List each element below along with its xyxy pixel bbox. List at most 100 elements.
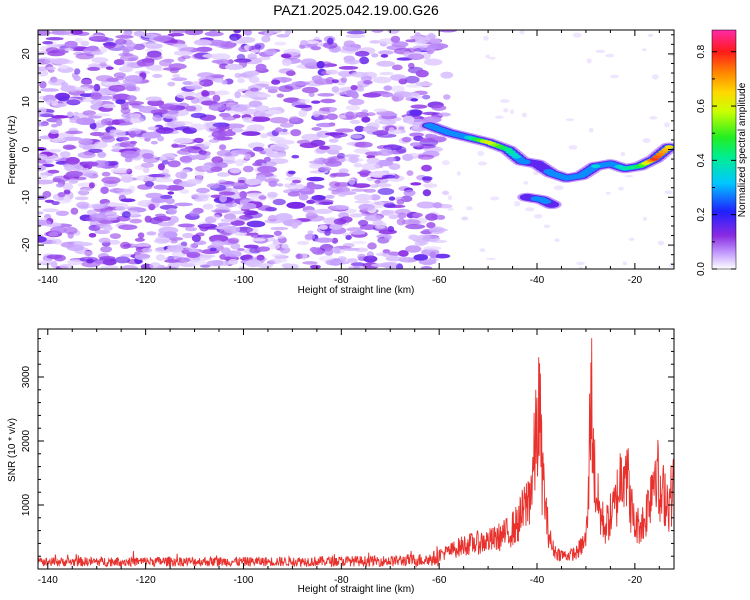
heatmap-cell bbox=[257, 93, 271, 98]
heatmap-cell bbox=[371, 30, 384, 33]
heatmap-cell bbox=[265, 109, 282, 115]
heatmap-cell bbox=[276, 34, 290, 38]
heatmap-cell bbox=[42, 191, 52, 198]
heatmap-cell bbox=[281, 243, 289, 249]
heatmap-cell bbox=[46, 43, 56, 49]
heatmap-cell bbox=[263, 156, 271, 162]
heatmap-cell bbox=[227, 237, 240, 244]
heatmap-cell bbox=[642, 138, 651, 144]
heatmap-cell bbox=[380, 112, 398, 117]
heatmap-cell bbox=[500, 99, 510, 103]
heatmap-cell bbox=[441, 160, 450, 166]
heatmap-cell bbox=[128, 117, 145, 124]
heatmap-cell bbox=[228, 258, 239, 265]
heatmap-cell bbox=[177, 223, 195, 228]
heatmap-cell bbox=[372, 76, 392, 84]
heatmap-cell bbox=[272, 198, 286, 206]
heatmap-cell bbox=[63, 226, 78, 235]
heatmap-cell bbox=[182, 81, 193, 86]
y-tick-label: 20 bbox=[21, 48, 32, 60]
heatmap-cell bbox=[126, 168, 133, 175]
heatmap-cell bbox=[180, 172, 188, 180]
heatmap-cell bbox=[281, 53, 292, 59]
heatmap-cell bbox=[73, 111, 80, 116]
heatmap-cell bbox=[350, 134, 363, 139]
heatmap-cell bbox=[622, 261, 628, 266]
heatmap-cell bbox=[210, 166, 223, 172]
heatmap-cell bbox=[213, 136, 230, 141]
heatmap-cell bbox=[231, 182, 250, 188]
heatmap-cell bbox=[348, 98, 365, 106]
heatmap-cell bbox=[362, 92, 382, 98]
heatmap-cell bbox=[278, 131, 290, 135]
heatmap-cell bbox=[276, 258, 288, 263]
heatmap-cell bbox=[302, 261, 318, 265]
heatmap-cell bbox=[410, 35, 424, 40]
heatmap-cell bbox=[148, 203, 156, 211]
heatmap-cell bbox=[38, 211, 44, 215]
heatmap-cell bbox=[369, 194, 381, 201]
heatmap-cell bbox=[432, 202, 443, 209]
heatmap-cell bbox=[485, 54, 491, 59]
heatmap-cell bbox=[345, 234, 352, 240]
heatmap-cell bbox=[171, 144, 187, 148]
heatmap-cell bbox=[628, 237, 635, 241]
heatmap-cell bbox=[219, 254, 226, 260]
heatmap-cell bbox=[177, 46, 194, 52]
heatmap-cell bbox=[327, 37, 334, 45]
heatmap-cell bbox=[486, 257, 496, 261]
heatmap-cell bbox=[383, 144, 403, 151]
heatmap-cell bbox=[387, 226, 395, 232]
heatmap-cell bbox=[340, 191, 357, 195]
heatmap-cell bbox=[329, 224, 343, 230]
heatmap-cell bbox=[284, 177, 303, 181]
heatmap-cell bbox=[588, 127, 594, 133]
heatmap-cell bbox=[239, 191, 247, 199]
x-tick-label: -20 bbox=[628, 275, 643, 286]
heatmap-cell bbox=[410, 182, 422, 186]
heatmap-cell bbox=[503, 108, 509, 113]
heatmap-cell bbox=[198, 150, 207, 155]
heatmap-cell bbox=[436, 215, 446, 220]
heatmap-cell bbox=[147, 126, 160, 131]
heatmap-cell bbox=[346, 227, 364, 232]
snr-panel: -140 -120 -100 -80 -60 -40 -20 1000 2000 3000 Hei… bbox=[7, 328, 675, 595]
heatmap-cell bbox=[403, 189, 416, 197]
heatmap-cell bbox=[136, 59, 155, 67]
heatmap-cell bbox=[181, 249, 190, 255]
heatmap-cell bbox=[219, 41, 235, 50]
heatmap-cell bbox=[206, 260, 223, 267]
heatmap-cell bbox=[191, 234, 201, 242]
heatmap-cell bbox=[52, 30, 71, 36]
heatmap-cell bbox=[351, 240, 367, 245]
heatmap-cell bbox=[358, 219, 369, 227]
heatmap-cell bbox=[93, 83, 101, 92]
heatmap-cell bbox=[318, 224, 328, 230]
heatmap-cell bbox=[270, 226, 289, 231]
heatmap-cell bbox=[184, 96, 195, 100]
heatmap-cell bbox=[242, 202, 257, 210]
heatmap-cell bbox=[66, 170, 83, 177]
heatmap-cell bbox=[55, 210, 69, 216]
heatmap-cell bbox=[82, 251, 94, 256]
heatmap-cell bbox=[383, 203, 396, 208]
colorbar-label: Normalized spectral amplitude bbox=[737, 82, 748, 217]
heatmap-cell bbox=[324, 230, 331, 236]
heatmap-cell bbox=[115, 256, 131, 264]
heatmap-cell bbox=[402, 115, 415, 124]
heatmap-cell bbox=[311, 195, 326, 201]
heatmap-cell bbox=[179, 155, 193, 163]
heatmap-cell bbox=[477, 150, 485, 157]
heatmap-cell bbox=[225, 106, 232, 111]
heatmap-cell bbox=[89, 122, 97, 130]
heatmap-cell bbox=[334, 182, 351, 188]
heatmap-cell bbox=[586, 58, 592, 64]
heatmap-cell bbox=[642, 48, 647, 52]
heatmap-cell bbox=[352, 183, 371, 189]
heatmap-cell bbox=[647, 33, 654, 38]
heatmap-cell bbox=[298, 109, 308, 117]
heatmap-cell bbox=[374, 179, 381, 184]
heatmap-cell bbox=[398, 250, 409, 257]
heatmap-cell bbox=[355, 111, 369, 118]
heatmap-cell bbox=[398, 78, 408, 85]
